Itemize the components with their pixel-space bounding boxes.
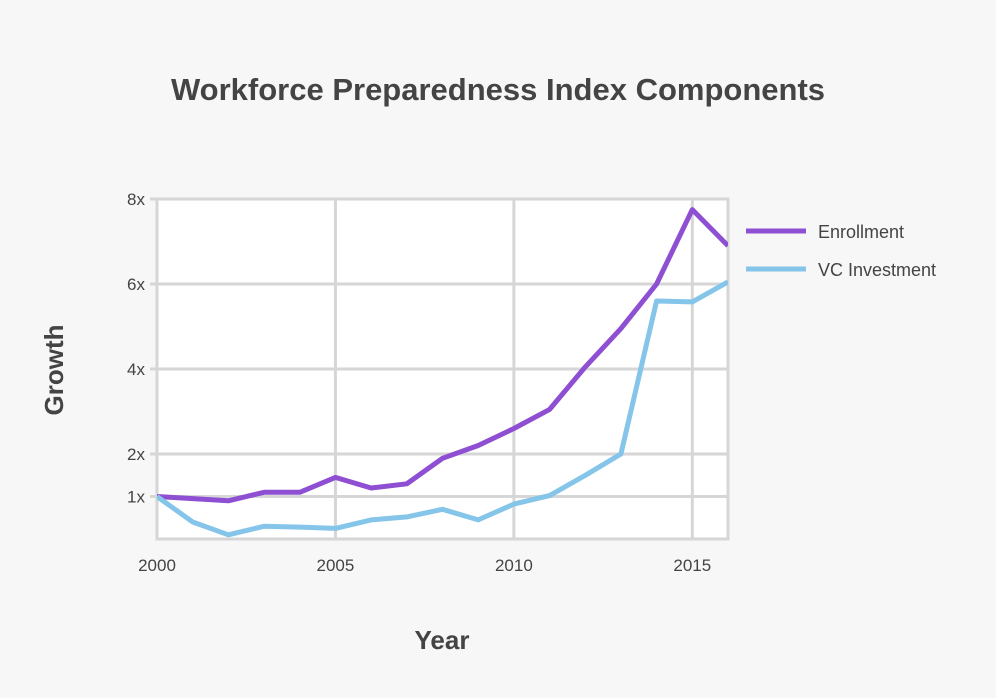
x-tick-label: 2015 (673, 556, 711, 575)
x-tick-label: 2005 (317, 556, 355, 575)
legend-item[interactable]: Enrollment (746, 222, 904, 242)
legend-label: Enrollment (818, 222, 904, 242)
legend-item[interactable]: VC Investment (746, 260, 936, 280)
y-tick-labels: 1x 2x 4x 6x 8x (127, 190, 145, 507)
x-tick-label: 2000 (138, 556, 176, 575)
legend[interactable]: Enrollment VC Investment (746, 222, 936, 280)
y-tick-label: 2x (127, 445, 145, 464)
x-tick-labels: 2000 2005 2010 2015 (138, 556, 711, 575)
y-tick-label: 6x (127, 275, 145, 294)
series-lines (157, 207, 728, 538)
legend-label: VC Investment (818, 260, 936, 280)
y-tick-label: 1x (127, 488, 145, 507)
series-line-enrollment[interactable] (157, 207, 728, 504)
y-axis-title: Growth (39, 325, 69, 416)
chart-title: Workforce Preparedness Index Components (171, 72, 825, 107)
y-tick-label: 4x (127, 360, 145, 379)
x-tick-label: 2010 (495, 556, 533, 575)
y-tick-label: 8x (127, 190, 145, 209)
series-line-vc-investment[interactable] (157, 279, 728, 538)
x-axis-title: Year (415, 625, 470, 655)
